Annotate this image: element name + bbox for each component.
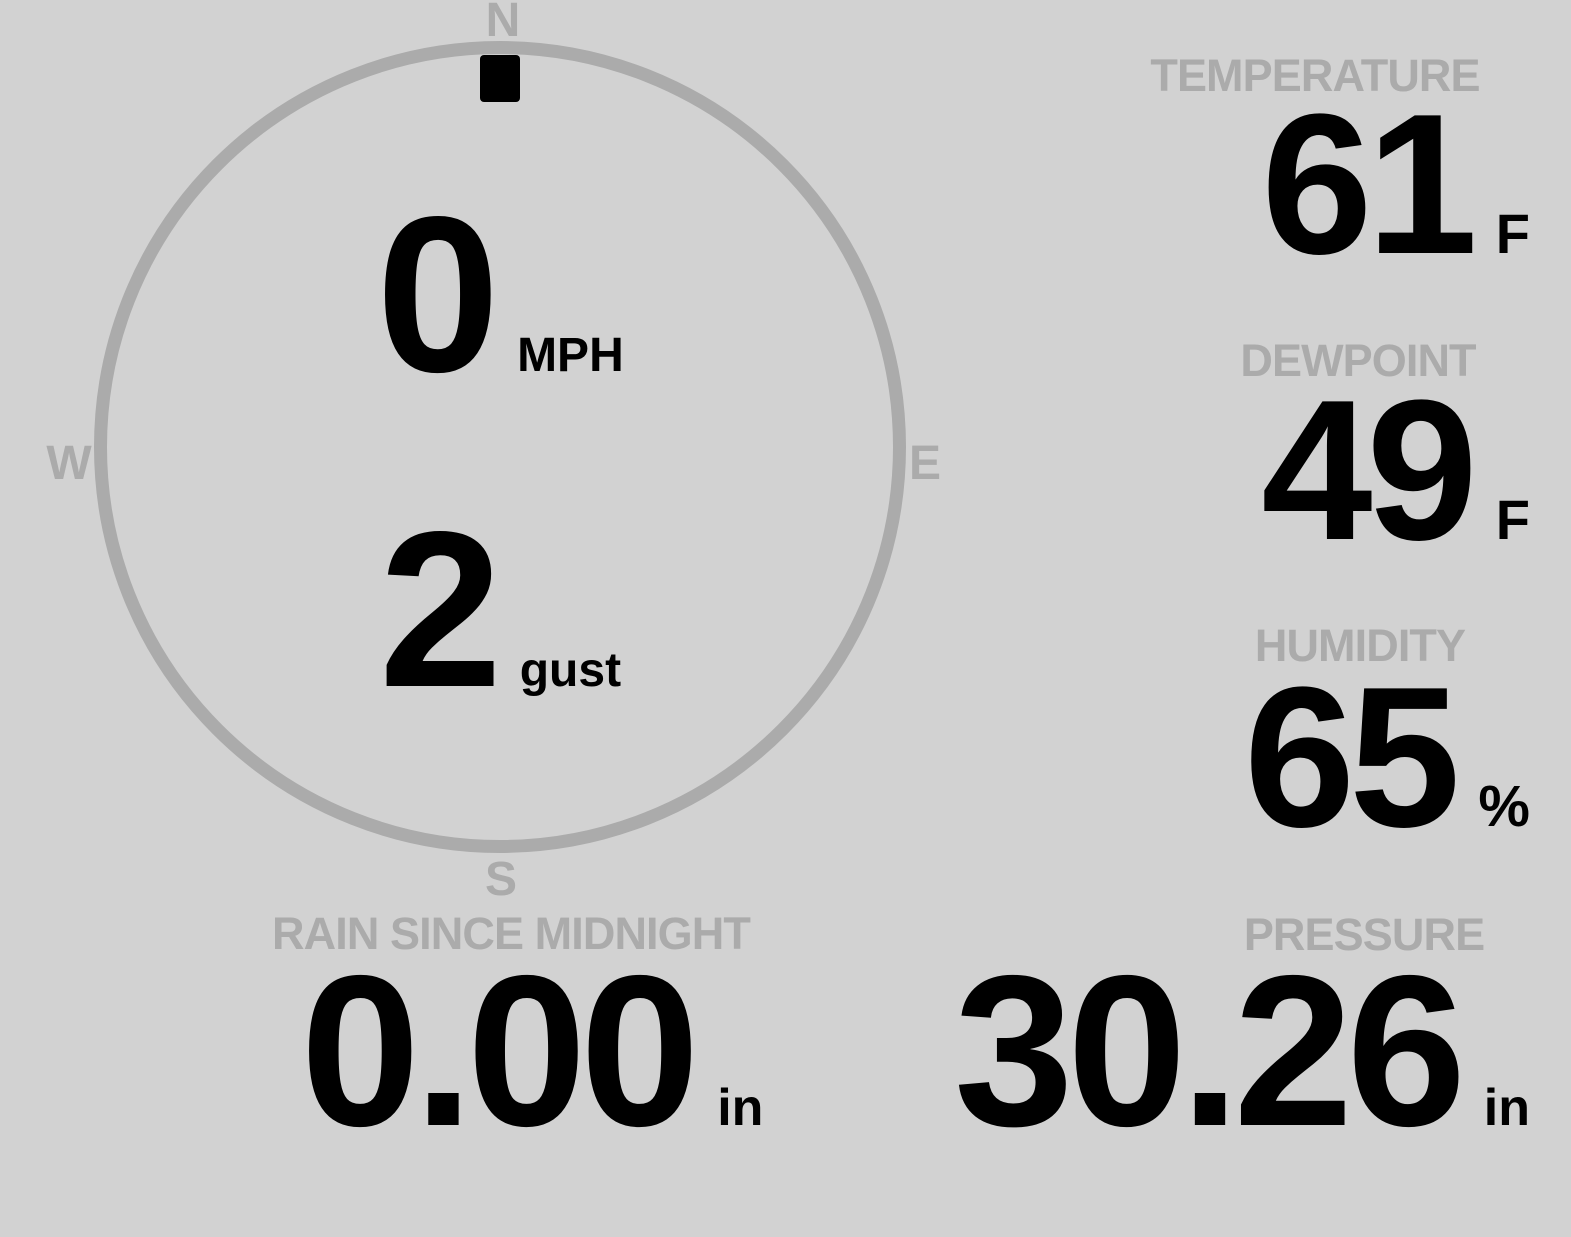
wind-speed-value: 0 — [376, 171, 499, 419]
pressure-label: PRESSURE — [1243, 909, 1485, 960]
humidity-reading: 65 % — [1244, 658, 1530, 858]
temperature-reading: 61 F — [1261, 85, 1530, 285]
dewpoint-value: 49 — [1261, 359, 1477, 582]
humidity-unit: % — [1478, 774, 1530, 839]
wind-gust-value: 2 — [378, 486, 502, 734]
temperature-label: TEMPERATURE — [1150, 50, 1480, 101]
cardinal-north: N — [485, 0, 521, 47]
dewpoint-label: DEWPOINT — [1240, 335, 1476, 386]
compass-circle — [94, 41, 906, 853]
humidity-label: HUMIDITY — [1254, 620, 1466, 671]
rain-since-midnight-unit: in — [717, 1079, 764, 1137]
cardinal-south: S — [484, 853, 518, 906]
temperature-unit: F — [1495, 202, 1530, 265]
pressure-unit: in — [1483, 1079, 1530, 1137]
wind-speed-unit: MPH — [517, 329, 624, 382]
pressure-value: 30.26 — [954, 930, 1466, 1171]
wind-speed-reading: 0 MPH — [94, 184, 906, 406]
cardinal-west: W — [46, 437, 92, 490]
dewpoint-unit: F — [1495, 488, 1530, 551]
wind-direction-marker-icon — [480, 55, 520, 102]
pressure-reading: 30.26 in — [954, 943, 1530, 1158]
temperature-value: 61 — [1261, 73, 1477, 296]
cardinal-east: E — [908, 437, 942, 490]
dewpoint-reading: 49 F — [1261, 371, 1530, 571]
rain-since-midnight-label: RAIN SINCE MIDNIGHT — [272, 908, 751, 959]
wind-gust-reading: 2 gust — [94, 499, 906, 721]
rain-since-midnight-reading: 0.00 in — [132, 943, 932, 1158]
humidity-value: 65 — [1243, 646, 1460, 869]
rain-since-midnight-value: 0.00 — [300, 930, 700, 1171]
wind-gust-unit: gust — [519, 644, 622, 697]
